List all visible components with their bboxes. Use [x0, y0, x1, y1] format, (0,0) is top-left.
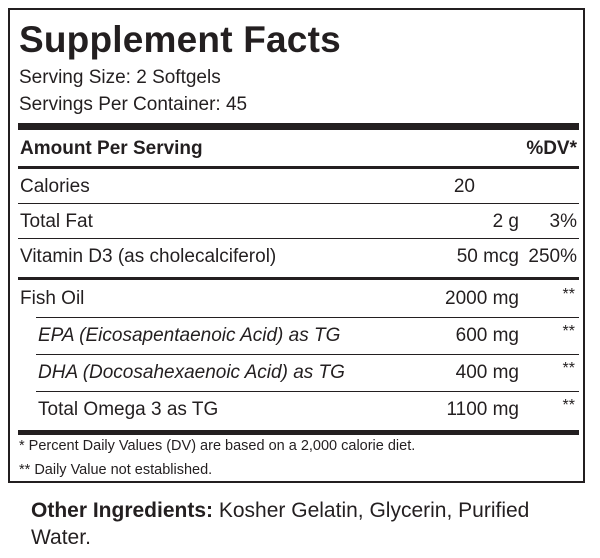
- nutrient-amount: 2 g: [492, 211, 519, 232]
- nutrient-dv: **: [562, 360, 575, 377]
- medium-divider: [18, 166, 579, 169]
- amount-per-serving-label: Amount Per Serving: [20, 138, 203, 159]
- row-divider: [36, 391, 579, 392]
- row-divider: [36, 317, 579, 318]
- nutrient-amount: 1100 mg: [446, 399, 519, 420]
- nutrient-row-epa: EPA (Eicosapentaenoic Acid) as TG 600 mg…: [18, 318, 579, 352]
- row-divider: [18, 238, 579, 239]
- serving-size: Serving Size: 2 Softgels: [19, 67, 221, 88]
- nutrient-row-dha: DHA (Docosahexaenoic Acid) as TG 400 mg …: [18, 355, 579, 389]
- dv-header-label: %DV*: [526, 138, 577, 159]
- panel-title: Supplement Facts: [19, 19, 341, 60]
- thick-divider: [18, 123, 579, 130]
- row-divider: [36, 354, 579, 355]
- nutrient-label: Calories: [20, 176, 90, 197]
- nutrient-row-fish-oil: Fish Oil 2000 mg **: [18, 281, 579, 315]
- nutrient-dv: 3%: [549, 211, 577, 232]
- nutrient-amount: 600 mg: [455, 325, 519, 346]
- nutrient-label: Fish Oil: [20, 288, 85, 309]
- nutrient-row-total-omega-3: Total Omega 3 as TG 1100 mg **: [18, 392, 579, 426]
- amount-header-row: Amount Per Serving %DV*: [18, 131, 579, 165]
- nutrient-amount: 400 mg: [455, 362, 519, 383]
- servings-per-container: Servings Per Container: 45: [19, 94, 248, 115]
- medium-divider: [18, 277, 579, 280]
- nutrient-label: DHA (Docosahexaenoic Acid) as TG: [38, 362, 345, 383]
- footnote-dv: * Percent Daily Values (DV) are based on…: [19, 438, 416, 454]
- nutrient-row-calories: Calories 20: [18, 169, 579, 203]
- row-divider: [18, 203, 579, 204]
- nutrient-dv: 250%: [528, 246, 577, 267]
- nutrient-dv: **: [562, 323, 575, 340]
- nutrient-row-vitamin-d3: Vitamin D3 (as cholecalciferol) 50 mcg 2…: [18, 239, 579, 273]
- nutrient-dv: **: [562, 286, 575, 303]
- nutrient-amount: 2000 mg: [445, 288, 519, 309]
- other-ingredients-text: Kosher Gelatin, Glycerin, Purified Water…: [31, 499, 530, 549]
- other-ingredients: Other Ingredients: Kosher Gelatin, Glyce…: [31, 497, 576, 551]
- nutrient-label: EPA (Eicosapentaenoic Acid) as TG: [38, 325, 341, 346]
- other-ingredients-label: Other Ingredients:: [31, 499, 214, 522]
- nutrient-amount: 20: [453, 176, 475, 197]
- supplement-facts-panel: Supplement Facts Serving Size: 2 Softgel…: [8, 8, 585, 483]
- nutrient-dv: **: [562, 397, 575, 414]
- nutrient-label: Total Omega 3 as TG: [38, 399, 219, 420]
- thick-divider: [18, 430, 579, 435]
- nutrient-amount: 50 mcg: [456, 246, 519, 267]
- nutrient-label: Vitamin D3 (as cholecalciferol): [20, 246, 277, 267]
- nutrient-row-total-fat: Total Fat 2 g 3%: [18, 204, 579, 238]
- nutrient-label: Total Fat: [20, 211, 93, 232]
- footnote-not-established: ** Daily Value not established.: [19, 462, 213, 478]
